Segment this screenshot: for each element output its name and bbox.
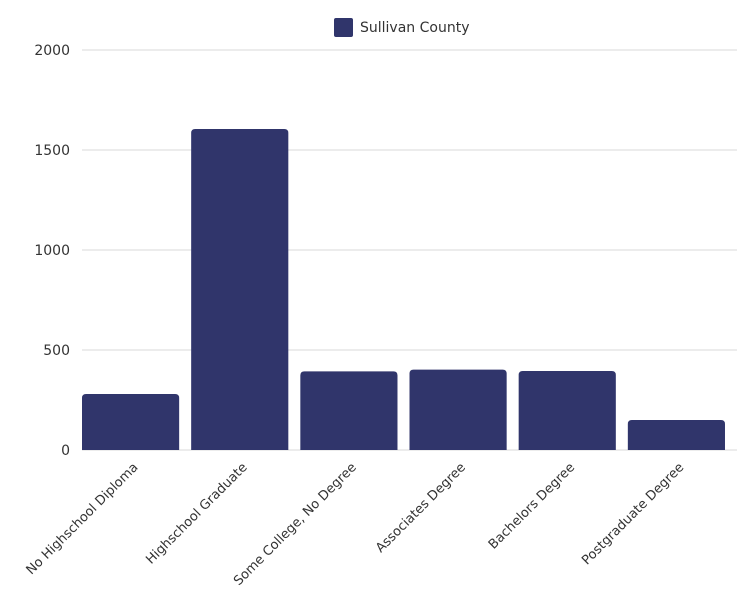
y-axis-tick-labels: 0 500 1000 1500 2000 <box>34 43 70 459</box>
x-label-postgraduate-degree: Postgraduate Degree <box>579 460 687 568</box>
bar-some-college-no-degree <box>300 371 398 450</box>
bar-highschool-graduate <box>191 129 289 450</box>
x-label-bachelors-degree: Bachelors Degree <box>486 460 578 552</box>
y-tick-label-1500: 1500 <box>34 143 70 159</box>
x-axis-category-labels: No Highschool Diploma Highschool Graduate… <box>24 460 688 589</box>
bar-postgraduate-degree <box>627 420 725 450</box>
legend: Sullivan County <box>334 18 469 37</box>
x-label-highschool-graduate: Highschool Graduate <box>143 460 250 567</box>
x-label-some-college-no-degree: Some College, No Degree <box>231 460 360 589</box>
bar-bachelors-degree <box>518 371 616 450</box>
legend-label-sullivan-county: Sullivan County <box>360 20 469 36</box>
y-tick-label-2000: 2000 <box>34 43 70 59</box>
bar-associates-degree <box>409 369 507 450</box>
y-tick-label-0: 0 <box>61 443 70 459</box>
x-label-no-highschool-diploma: No Highschool Diploma <box>24 460 142 578</box>
bars <box>82 129 725 450</box>
y-tick-label-500: 500 <box>43 343 70 359</box>
x-label-associates-degree: Associates Degree <box>373 460 469 556</box>
bar-no-highschool-diploma <box>82 394 180 450</box>
legend-swatch <box>334 18 353 37</box>
y-tick-label-1000: 1000 <box>34 243 70 259</box>
